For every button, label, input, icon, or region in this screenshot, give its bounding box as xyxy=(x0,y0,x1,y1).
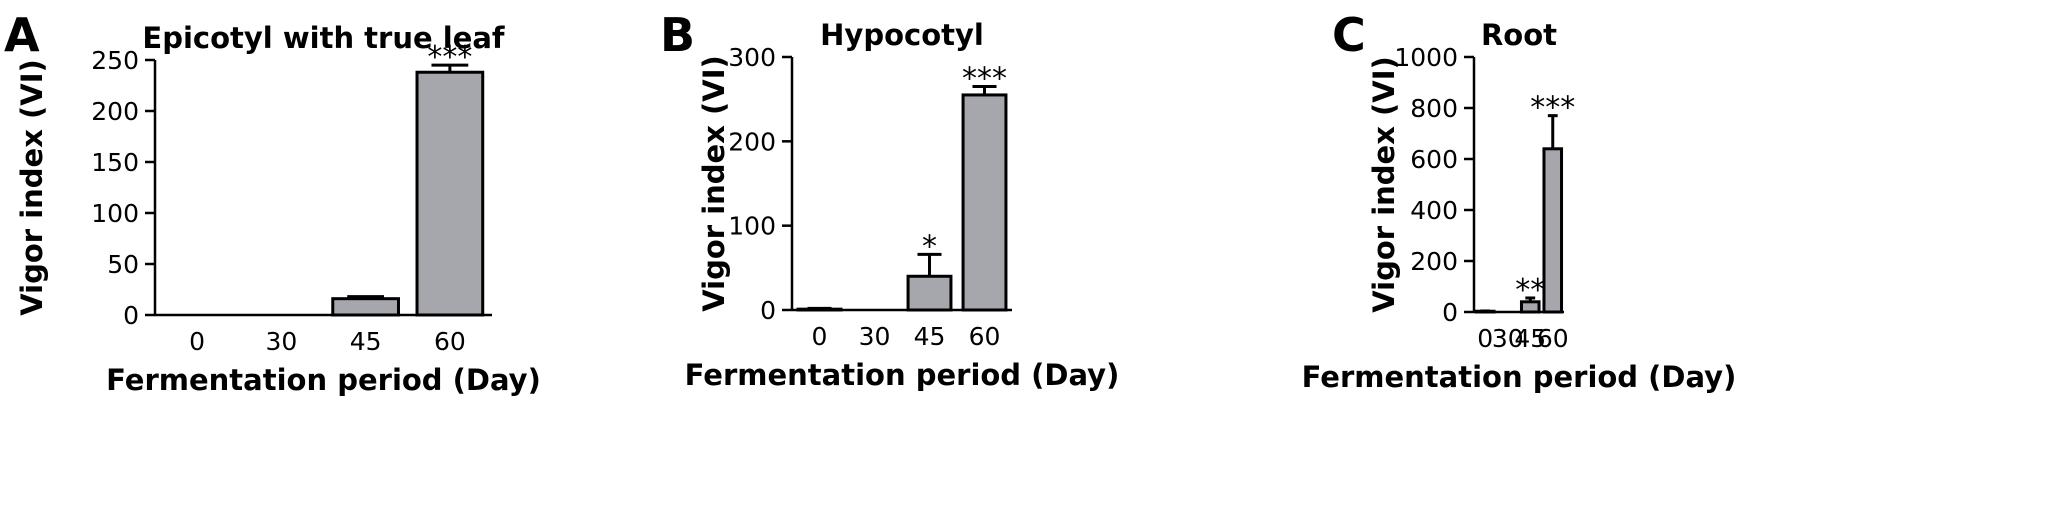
y-tick-label: 100 xyxy=(91,199,139,228)
y-tick-label: 1000 xyxy=(1394,43,1458,72)
chart-title: Hypocotyl xyxy=(820,18,984,52)
significance-marker: * xyxy=(922,229,937,264)
bar-45 xyxy=(331,297,400,317)
bar-60 xyxy=(415,70,485,317)
y-tick-label: 300 xyxy=(728,43,776,72)
panel-label: B xyxy=(660,8,696,62)
x-tick-label: 30 xyxy=(859,322,891,351)
y-tick-label: 0 xyxy=(1442,298,1458,327)
x-tick-label: 30 xyxy=(1492,324,1524,353)
x-tick-label: 60 xyxy=(969,322,1001,351)
chart-hypocotyl: Hypocotyl 0 100 200 300 0 30 45 * 60 *** Fermentati… xyxy=(685,18,1120,392)
y-tick-label: 150 xyxy=(91,148,139,177)
y-tick-label: 400 xyxy=(1410,196,1458,225)
y-tick-label: 800 xyxy=(1410,94,1458,123)
significance-marker: *** xyxy=(427,40,472,75)
y-axis-label: Vigor index (VI) xyxy=(15,59,49,316)
x-tick-label: 30 xyxy=(265,327,297,356)
y-tick-label: 0 xyxy=(760,296,776,325)
y-axis-label: Vigor index (VI) xyxy=(697,55,731,312)
panel-b: B Hypocotyl 0 100 200 300 0 30 45 * 60 *** Fermenta… xyxy=(660,0,1364,524)
significance-marker: *** xyxy=(962,62,1007,97)
bar-60 xyxy=(961,93,1008,312)
y-tick-label: 0 xyxy=(123,301,139,330)
significance-marker: ** xyxy=(1515,273,1545,308)
y-tick-label: 600 xyxy=(1410,145,1458,174)
panel-label: C xyxy=(1332,8,1366,62)
y-tick-label: 100 xyxy=(728,212,776,241)
y-tick-label: 50 xyxy=(107,250,139,279)
x-axis-label: Fermentation period (Day) xyxy=(685,358,1120,392)
x-axis-label: Fermentation period (Day) xyxy=(1302,360,1737,394)
y-tick-label: 200 xyxy=(728,127,776,156)
x-axis-label: Fermentation period (Day) xyxy=(106,363,541,397)
panel-a: A Epicotyl with true leaf 0 50 100 150 200 250… xyxy=(0,0,682,524)
y-axis-label: Vigor index (VI) xyxy=(1367,56,1401,313)
chart-title: Epicotyl with true leaf xyxy=(142,21,505,55)
chart-epicotyl: Epicotyl with true leaf 0 50 100 150 200 250 0 3… xyxy=(15,21,541,397)
bar-60 xyxy=(1542,147,1564,314)
x-tick-label: 0 xyxy=(812,322,828,351)
y-tick-label: 250 xyxy=(91,46,139,75)
significance-marker: *** xyxy=(1530,91,1575,126)
x-tick-label: 0 xyxy=(1477,324,1493,353)
y-tick-label: 200 xyxy=(1410,247,1458,276)
chart-title: Root xyxy=(1481,18,1557,52)
panel-label: A xyxy=(4,8,40,62)
panel-c: C Root 0 200 400 600 800 1000 0 30 45 ** 60 *** Ferme… xyxy=(1302,0,2046,524)
x-tick-label: 45 xyxy=(914,322,946,351)
x-tick-label: 60 xyxy=(1537,324,1569,353)
x-tick-label: 45 xyxy=(350,327,382,356)
x-tick-label: 0 xyxy=(189,327,205,356)
x-tick-label: 60 xyxy=(434,327,466,356)
bar-45 xyxy=(906,274,953,312)
y-tick-label: 200 xyxy=(91,97,139,126)
chart-root: Root0200400600800100003045**60***Ferment… xyxy=(1302,18,1737,394)
x-tick-label: 45 xyxy=(1514,324,1546,353)
